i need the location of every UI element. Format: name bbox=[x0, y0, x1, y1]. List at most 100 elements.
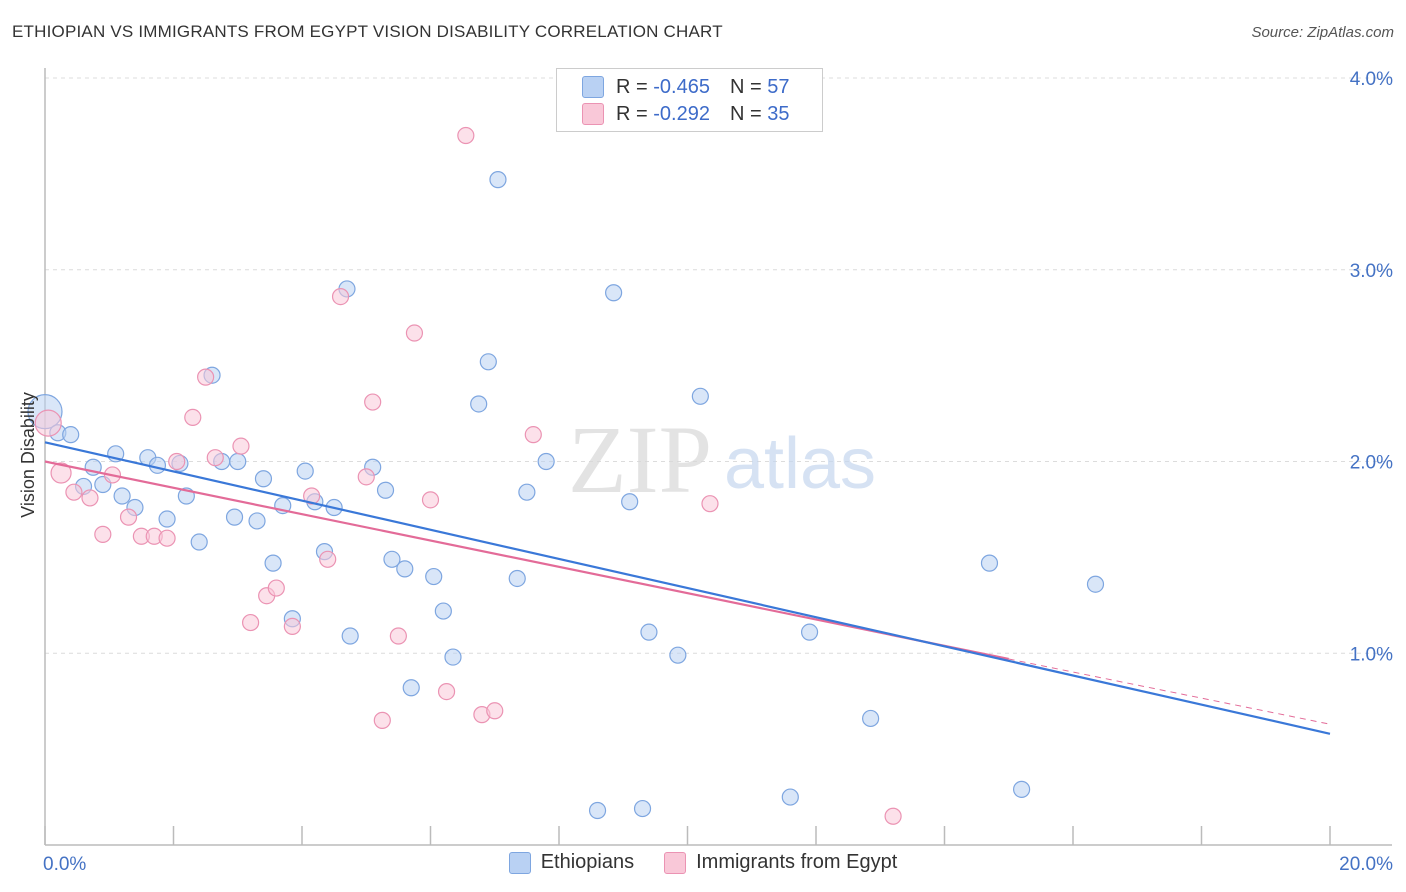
legend-r-value: -0.465 bbox=[653, 75, 710, 98]
ethiopians-point bbox=[862, 709, 880, 728]
ethiopians-point bbox=[489, 171, 507, 189]
grid-lines bbox=[45, 77, 1392, 654]
ethiopians-points bbox=[27, 171, 1105, 820]
legend-swatch-blue bbox=[582, 76, 604, 98]
legend-n-value: 35 bbox=[767, 102, 790, 125]
egypt-point bbox=[389, 627, 407, 645]
ethiopians-point bbox=[640, 623, 658, 641]
egypt-point bbox=[457, 126, 475, 145]
watermark-atlas: atlas bbox=[724, 424, 876, 504]
egypt-point bbox=[197, 368, 215, 386]
legend-swatch-pink bbox=[582, 103, 604, 125]
y-tick-label: 2.0% bbox=[1350, 453, 1393, 474]
trend-lines bbox=[44, 441, 1331, 735]
egypt-point bbox=[319, 550, 337, 568]
egypt-point bbox=[486, 702, 504, 720]
ethiopians-point bbox=[537, 452, 555, 471]
ethiopians-point bbox=[254, 470, 273, 488]
egypt-point bbox=[50, 462, 72, 484]
source-label: Source: ZipAtlas.com bbox=[1251, 24, 1394, 41]
ethiopians-point bbox=[633, 799, 652, 818]
ethiopians-point bbox=[425, 567, 443, 586]
ethiopians-point bbox=[383, 550, 401, 568]
egypt-point bbox=[701, 495, 719, 513]
egypt-point bbox=[232, 437, 250, 455]
ethiopians-point bbox=[980, 554, 999, 572]
legend-swatch-blue bbox=[508, 851, 531, 874]
legend-r-label: R = bbox=[616, 102, 648, 125]
ethiopians-point bbox=[444, 648, 462, 666]
legend-label-ethiopians: Ethiopians bbox=[540, 851, 635, 873]
ethiopians-trend-line bbox=[44, 441, 1331, 735]
ethiopians-point bbox=[225, 508, 244, 526]
ethiopians-point bbox=[434, 602, 452, 620]
egypt-point bbox=[119, 508, 138, 526]
egypt-point bbox=[94, 525, 112, 543]
legend-item-ethiopians[interactable]: Ethiopians bbox=[508, 851, 635, 874]
ethiopians-point bbox=[62, 426, 80, 444]
legend-n-label: N = bbox=[729, 102, 762, 125]
egypt-point bbox=[331, 287, 350, 306]
ethiopians-point bbox=[190, 533, 208, 551]
ethiopians-point bbox=[621, 493, 639, 511]
ethiopians-point bbox=[781, 788, 799, 806]
ethiopians-point bbox=[148, 456, 167, 474]
egypt-trend-extension bbox=[1008, 658, 1331, 725]
legend-row-ethiopians: R = -0.465 N = 57 bbox=[582, 74, 789, 100]
ethiopians-point bbox=[508, 569, 526, 588]
egypt-point bbox=[437, 682, 456, 701]
egypt-point bbox=[242, 613, 260, 632]
egypt-point bbox=[405, 324, 424, 342]
egypt-point bbox=[184, 408, 202, 426]
egypt-point bbox=[283, 617, 301, 636]
egypt-trend-line bbox=[44, 460, 1009, 661]
ethiopians-point bbox=[605, 284, 623, 302]
egypt-point bbox=[373, 711, 391, 729]
ethiopians-point bbox=[588, 801, 607, 820]
legend-swatch-pink bbox=[664, 851, 687, 874]
ethiopians-point bbox=[1012, 780, 1031, 798]
ethiopians-point bbox=[518, 483, 536, 501]
legend-label-egypt: Immigrants from Egypt bbox=[696, 851, 898, 873]
watermark-zip: ZIP bbox=[568, 406, 712, 513]
ethiopians-point bbox=[248, 512, 266, 530]
ethiopians-point bbox=[376, 481, 395, 499]
y-axis-label: Vision Disability bbox=[18, 392, 38, 518]
ethiopians-point bbox=[691, 387, 709, 405]
egypt-point bbox=[65, 483, 83, 501]
egypt-points bbox=[34, 126, 902, 825]
ethiopians-point bbox=[1086, 575, 1105, 593]
egypt-point bbox=[357, 468, 375, 486]
egypt-point bbox=[884, 807, 902, 825]
legend-row-egypt: R = -0.292 N = 35 bbox=[582, 101, 789, 127]
chart-title: ETHIOPIAN VS IMMIGRANTS FROM EGYPT VISIO… bbox=[12, 22, 723, 41]
egypt-point bbox=[524, 426, 542, 444]
ethiopians-point bbox=[229, 452, 247, 471]
ethiopians-point bbox=[113, 487, 131, 505]
egypt-point bbox=[34, 409, 62, 437]
legend-item-egypt[interactable]: Immigrants from Egypt bbox=[664, 851, 897, 874]
ethiopians-point bbox=[402, 679, 420, 697]
stats-legend: R = -0.465 N = 57 R = -0.292 N = 35 bbox=[556, 68, 823, 132]
legend-n-label: N = bbox=[729, 75, 762, 98]
ethiopians-point bbox=[264, 554, 282, 572]
y-tick-label: 3.0% bbox=[1350, 261, 1393, 282]
x-tick-label: 0.0% bbox=[43, 854, 86, 875]
legend-n-value: 57 bbox=[767, 75, 790, 98]
ethiopians-point bbox=[479, 353, 497, 371]
axes bbox=[44, 68, 1392, 846]
series-legend: Ethiopians Immigrants from Egypt bbox=[0, 851, 1406, 874]
ethiopians-point bbox=[341, 627, 359, 645]
egypt-point bbox=[158, 529, 176, 547]
ethiopians-point bbox=[669, 646, 687, 664]
ethiopians-point bbox=[470, 395, 488, 413]
watermark: ZIP atlas bbox=[568, 406, 876, 513]
y-tick-label: 1.0% bbox=[1350, 644, 1393, 665]
egypt-point bbox=[364, 393, 382, 411]
egypt-point bbox=[421, 491, 440, 509]
ethiopians-point bbox=[158, 510, 176, 528]
egypt-point bbox=[267, 579, 285, 597]
tick-labels: 1.0% 2.0% 3.0% 4.0% 0.0% 20.0% bbox=[43, 69, 1393, 875]
ethiopians-point bbox=[800, 623, 819, 641]
